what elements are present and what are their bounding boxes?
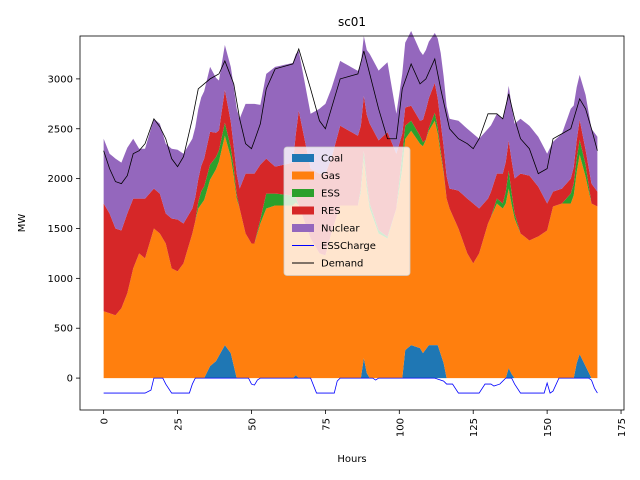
y-tick-label: 0 <box>67 374 73 385</box>
legend: Coal Gas ESS RES Nuclear ESSCharge Demand <box>283 146 411 276</box>
y-tick-label: 1500 <box>48 224 73 235</box>
legend-swatch-gas <box>292 171 314 180</box>
x-tick-label: 25 <box>174 418 185 431</box>
y-axis-label: MW <box>17 214 28 233</box>
legend-swatch-nuclear <box>292 224 314 232</box>
x-axis: 0 25 50 75 100 125 150 175 <box>100 410 628 437</box>
x-tick-label: 0 <box>100 418 111 424</box>
y-tick-label: 2000 <box>48 174 73 185</box>
legend-box <box>283 146 411 276</box>
x-tick-label: 150 <box>543 418 554 437</box>
x-tick-label: 50 <box>247 418 258 431</box>
x-tick-label: 100 <box>395 418 406 437</box>
legend-label-demand: Demand <box>321 259 363 270</box>
line-esscharge <box>103 377 598 394</box>
legend-label-res: RES <box>321 206 341 217</box>
legend-label-esscharge: ESSCharge <box>321 241 376 252</box>
y-tick-label: 1000 <box>48 274 73 285</box>
legend-label-nuclear: Nuclear <box>321 224 360 235</box>
legend-label-gas: Gas <box>321 171 340 182</box>
legend-swatch-res <box>292 206 314 215</box>
x-tick-label: 175 <box>617 418 628 437</box>
area-nuclear <box>103 31 598 231</box>
legend-label-ess: ESS <box>321 189 340 200</box>
chart-title: sc01 <box>338 15 366 29</box>
area-coal <box>103 345 598 379</box>
legend-swatch-ess <box>292 189 314 197</box>
series-lines <box>103 47 598 394</box>
line-demand <box>103 47 598 185</box>
plot-frame <box>79 35 625 411</box>
legend-label-coal: Coal <box>321 154 343 165</box>
x-axis-label: Hours <box>337 454 366 465</box>
legend-swatch-coal <box>292 154 314 162</box>
x-tick-label: 125 <box>469 418 480 437</box>
y-tick-label: 2500 <box>48 124 73 135</box>
y-axis: 0 500 1000 1500 2000 2500 3000 <box>48 74 80 385</box>
x-tick-label: 75 <box>321 418 332 431</box>
y-tick-label: 500 <box>54 324 73 335</box>
y-tick-label: 3000 <box>48 74 73 85</box>
